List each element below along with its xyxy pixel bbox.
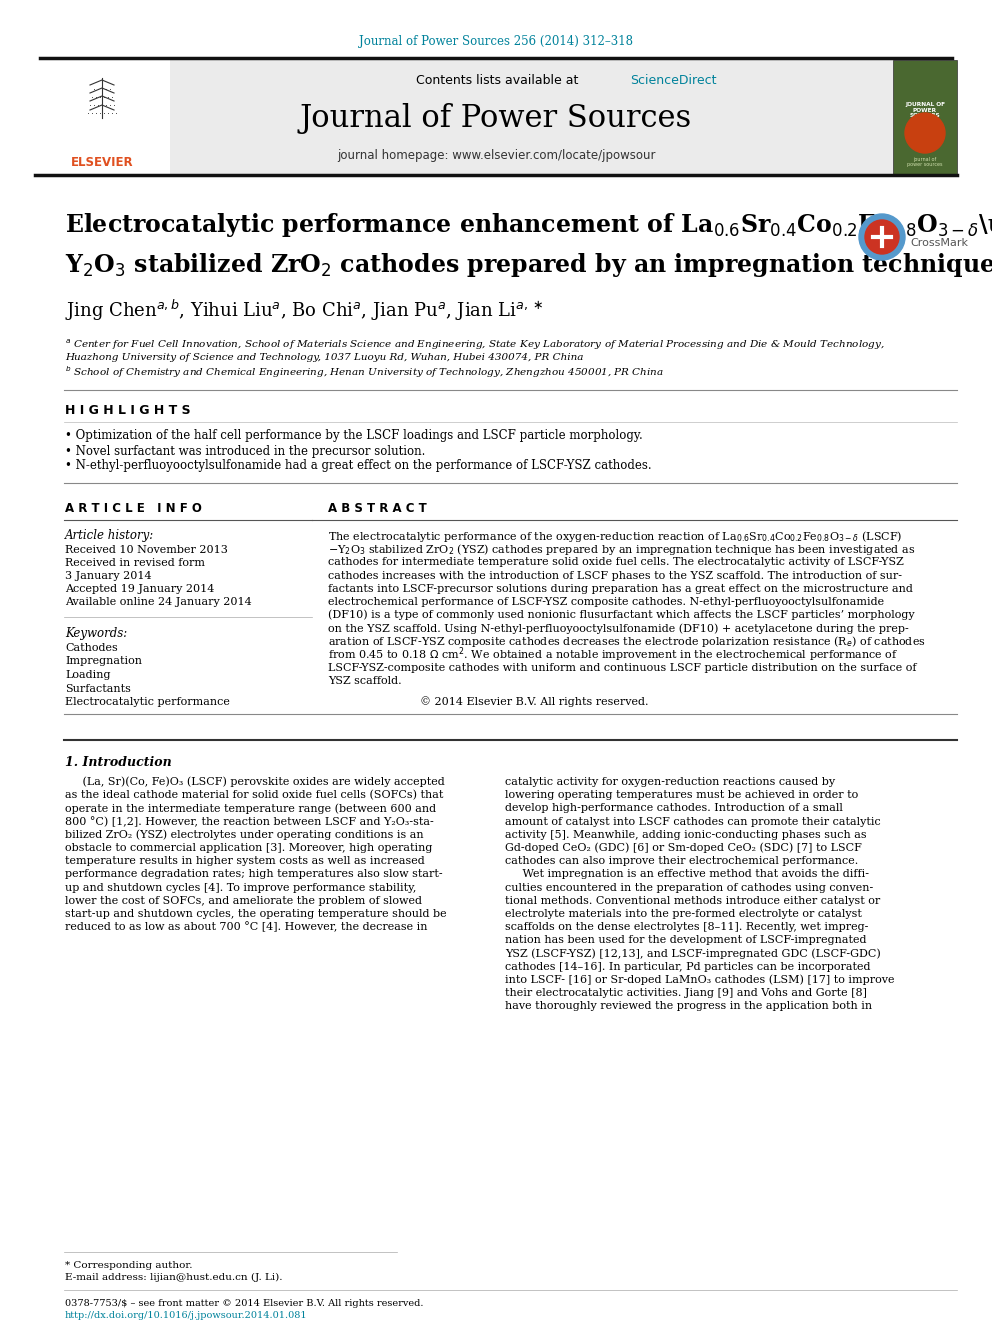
Text: into LSCF- [16] or Sr-doped LaMnO₃ cathodes (LSM) [17] to improve: into LSCF- [16] or Sr-doped LaMnO₃ catho… bbox=[505, 975, 895, 986]
Text: cathodes increases with the introduction of LSCF phases to the YSZ scaffold. The: cathodes increases with the introduction… bbox=[328, 570, 902, 581]
Text: Y$_2$O$_3$ stabilized ZrO$_2$ cathodes prepared by an impregnation technique: Y$_2$O$_3$ stabilized ZrO$_2$ cathodes p… bbox=[65, 251, 992, 279]
Text: lower the cost of SOFCs, and ameliorate the problem of slowed: lower the cost of SOFCs, and ameliorate … bbox=[65, 896, 422, 906]
Text: reduced to as low as about 700 °C [4]. However, the decrease in: reduced to as low as about 700 °C [4]. H… bbox=[65, 922, 428, 933]
Text: Journal of Power Sources: Journal of Power Sources bbox=[300, 102, 692, 134]
Text: Keywords:: Keywords: bbox=[65, 627, 127, 639]
Text: Received in revised form: Received in revised form bbox=[65, 558, 205, 568]
Text: Gd-doped CeO₂ (GDC) [6] or Sm-doped CeO₂ (SDC) [7] to LSCF: Gd-doped CeO₂ (GDC) [6] or Sm-doped CeO₂… bbox=[505, 843, 862, 853]
Text: Available online 24 January 2014: Available online 24 January 2014 bbox=[65, 597, 252, 607]
Text: E-mail address: lijian@hust.edu.cn (J. Li).: E-mail address: lijian@hust.edu.cn (J. L… bbox=[65, 1273, 283, 1282]
Text: tional methods. Conventional methods introduce either catalyst or: tional methods. Conventional methods int… bbox=[505, 896, 880, 906]
Text: Impregnation: Impregnation bbox=[65, 656, 142, 667]
Text: their electrocatalytic activities. Jiang [9] and Vohs and Gorte [8]: their electrocatalytic activities. Jiang… bbox=[505, 988, 867, 998]
Text: Wet impregnation is an effective method that avoids the diffi-: Wet impregnation is an effective method … bbox=[505, 869, 869, 880]
Circle shape bbox=[859, 214, 905, 261]
Text: catalytic activity for oxygen-reduction reactions caused by: catalytic activity for oxygen-reduction … bbox=[505, 777, 835, 787]
Text: • Novel surfactant was introduced in the precursor solution.: • Novel surfactant was introduced in the… bbox=[65, 445, 426, 458]
Text: $-$Y$_2$O$_3$ stabilized ZrO$_2$ (YSZ) cathodes prepared by an impregnation tech: $-$Y$_2$O$_3$ stabilized ZrO$_2$ (YSZ) c… bbox=[328, 541, 916, 557]
Text: Jing Chen$^{a,b}$, Yihui Liu$^{a}$, Bo Chi$^{a}$, Jian Pu$^{a}$, Jian Li$^{a,\as: Jing Chen$^{a,b}$, Yihui Liu$^{a}$, Bo C… bbox=[65, 298, 544, 323]
Text: start-up and shutdown cycles, the operating temperature should be: start-up and shutdown cycles, the operat… bbox=[65, 909, 446, 919]
Text: performance degradation rates; high temperatures also slow start-: performance degradation rates; high temp… bbox=[65, 869, 442, 880]
Text: from 0.45 to 0.18 $\Omega$ cm$^2$. We obtained a notable improvement in the elec: from 0.45 to 0.18 $\Omega$ cm$^2$. We ob… bbox=[328, 646, 899, 664]
Text: ScienceDirect: ScienceDirect bbox=[630, 74, 716, 86]
Text: scaffolds on the dense electrolytes [8–11]. Recently, wet impreg-: scaffolds on the dense electrolytes [8–1… bbox=[505, 922, 868, 933]
Text: electrolyte materials into the pre-formed electrolyte or catalyst: electrolyte materials into the pre-forme… bbox=[505, 909, 862, 919]
Circle shape bbox=[865, 220, 899, 254]
Text: Accepted 19 January 2014: Accepted 19 January 2014 bbox=[65, 583, 214, 594]
Text: journal homepage: www.elsevier.com/locate/jpowsour: journal homepage: www.elsevier.com/locat… bbox=[336, 148, 656, 161]
Text: $^{b}$ School of Chemistry and Chemical Engineering, Henan University of Technol: $^{b}$ School of Chemistry and Chemical … bbox=[65, 364, 664, 380]
Text: Article history:: Article history: bbox=[65, 529, 154, 542]
Text: H I G H L I G H T S: H I G H L I G H T S bbox=[65, 404, 190, 417]
Text: (DF10) is a type of commonly used nonionic flusurfactant which affects the LSCF : (DF10) is a type of commonly used nonion… bbox=[328, 610, 915, 620]
Text: bilized ZrO₂ (YSZ) electrolytes under operating conditions is an: bilized ZrO₂ (YSZ) electrolytes under op… bbox=[65, 830, 424, 840]
Text: JOURNAL OF
POWER
SOURCES: JOURNAL OF POWER SOURCES bbox=[905, 102, 945, 118]
Text: 0378-7753/$ – see front matter © 2014 Elsevier B.V. All rights reserved.: 0378-7753/$ – see front matter © 2014 El… bbox=[65, 1298, 424, 1307]
Text: YSZ (LSCF-YSZ) [12,13], and LSCF-impregnated GDC (LSCF-GDC): YSZ (LSCF-YSZ) [12,13], and LSCF-impregn… bbox=[505, 949, 881, 959]
Text: Contents lists available at: Contents lists available at bbox=[416, 74, 582, 86]
Text: amount of catalyst into LSCF cathodes can promote their catalytic: amount of catalyst into LSCF cathodes ca… bbox=[505, 816, 881, 827]
Text: operate in the intermediate temperature range (between 600 and: operate in the intermediate temperature … bbox=[65, 803, 436, 814]
Text: have thoroughly reviewed the progress in the application both in: have thoroughly reviewed the progress in… bbox=[505, 1002, 872, 1011]
Text: 800 °C) [1,2]. However, the reaction between LSCF and Y₂O₃-sta-: 800 °C) [1,2]. However, the reaction bet… bbox=[65, 816, 434, 827]
Text: Journal of Power Sources 256 (2014) 312–318: Journal of Power Sources 256 (2014) 312–… bbox=[359, 36, 633, 49]
Text: • N-ethyl-perfluoyooctylsulfonamide had a great effect on the performance of LSC: • N-ethyl-perfluoyooctylsulfonamide had … bbox=[65, 459, 652, 472]
Text: A R T I C L E   I N F O: A R T I C L E I N F O bbox=[65, 501, 202, 515]
Text: lowering operating temperatures must be achieved in order to: lowering operating temperatures must be … bbox=[505, 790, 858, 800]
Circle shape bbox=[905, 112, 945, 153]
Text: aration of LSCF-YSZ composite cathodes decreases the electrode polarization resi: aration of LSCF-YSZ composite cathodes d… bbox=[328, 634, 926, 650]
Text: Electrocatalytic performance enhancement of La$_{0.6}$Sr$_{0.4}$Co$_{0.2}$Fe$_{0: Electrocatalytic performance enhancement… bbox=[65, 210, 992, 239]
Text: on the YSZ scaffold. Using N-ethyl-perfluoyooctylsulfonamide (DF10) + acetylacet: on the YSZ scaffold. Using N-ethyl-perfl… bbox=[328, 623, 909, 634]
Text: 3 January 2014: 3 January 2014 bbox=[65, 572, 152, 581]
FancyBboxPatch shape bbox=[893, 60, 957, 175]
Text: Electrocatalytic performance: Electrocatalytic performance bbox=[65, 697, 230, 706]
Text: http://dx.doi.org/10.1016/j.jpowsour.2014.01.081: http://dx.doi.org/10.1016/j.jpowsour.201… bbox=[65, 1311, 308, 1319]
Text: Loading: Loading bbox=[65, 669, 110, 680]
Text: CrossMark: CrossMark bbox=[910, 238, 968, 247]
Text: * Corresponding author.: * Corresponding author. bbox=[65, 1261, 192, 1270]
Text: $^{a}$ Center for Fuel Cell Innovation, School of Materials Science and Engineer: $^{a}$ Center for Fuel Cell Innovation, … bbox=[65, 337, 885, 352]
Text: © 2014 Elsevier B.V. All rights reserved.: © 2014 Elsevier B.V. All rights reserved… bbox=[420, 697, 648, 708]
Text: LSCF-YSZ-composite cathodes with uniform and continuous LSCF particle distributi: LSCF-YSZ-composite cathodes with uniform… bbox=[328, 663, 917, 673]
Text: electrochemical performance of LSCF-YSZ composite cathodes. N-ethyl-perfluoyooct: electrochemical performance of LSCF-YSZ … bbox=[328, 597, 884, 607]
Text: temperature results in higher system costs as well as increased: temperature results in higher system cos… bbox=[65, 856, 425, 867]
Text: activity [5]. Meanwhile, adding ionic-conducting phases such as: activity [5]. Meanwhile, adding ionic-co… bbox=[505, 830, 867, 840]
FancyBboxPatch shape bbox=[35, 60, 170, 175]
Text: cathodes can also improve their electrochemical performance.: cathodes can also improve their electroc… bbox=[505, 856, 858, 867]
Text: YSZ scaffold.: YSZ scaffold. bbox=[328, 676, 402, 687]
Text: obstacle to commercial application [3]. Moreover, high operating: obstacle to commercial application [3]. … bbox=[65, 843, 433, 853]
FancyBboxPatch shape bbox=[35, 60, 957, 175]
Text: journal of
power sources: journal of power sources bbox=[908, 156, 942, 168]
Text: cathodes for intermediate temperature solid oxide fuel cells. The electrocatalyt: cathodes for intermediate temperature so… bbox=[328, 557, 904, 568]
Text: The electrocatalytic performance of the oxygen-reduction reaction of La$_{0.6}$S: The electrocatalytic performance of the … bbox=[328, 528, 903, 544]
Text: (La, Sr)(Co, Fe)O₃ (LSCF) perovskite oxides are widely accepted: (La, Sr)(Co, Fe)O₃ (LSCF) perovskite oxi… bbox=[65, 777, 444, 787]
Text: Cathodes: Cathodes bbox=[65, 643, 118, 654]
Text: • Optimization of the half cell performance by the LSCF loadings and LSCF partic: • Optimization of the half cell performa… bbox=[65, 430, 643, 442]
Text: A B S T R A C T: A B S T R A C T bbox=[328, 501, 427, 515]
Text: Huazhong University of Science and Technology, 1037 Luoyu Rd, Wuhan, Hubei 43007: Huazhong University of Science and Techn… bbox=[65, 353, 583, 363]
Text: culties encountered in the preparation of cathodes using conven-: culties encountered in the preparation o… bbox=[505, 882, 873, 893]
Text: develop high-performance cathodes. Introduction of a small: develop high-performance cathodes. Intro… bbox=[505, 803, 843, 814]
Text: up and shutdown cycles [4]. To improve performance stability,: up and shutdown cycles [4]. To improve p… bbox=[65, 882, 417, 893]
Text: Received 10 November 2013: Received 10 November 2013 bbox=[65, 545, 228, 556]
Text: factants into LSCF-precursor solutions during preparation has a great effect on : factants into LSCF-precursor solutions d… bbox=[328, 583, 913, 594]
Text: ELSEVIER: ELSEVIER bbox=[70, 156, 133, 168]
Text: Surfactants: Surfactants bbox=[65, 684, 131, 693]
Text: nation has been used for the development of LSCF-impregnated: nation has been used for the development… bbox=[505, 935, 866, 946]
Text: cathodes [14–16]. In particular, Pd particles can be incorporated: cathodes [14–16]. In particular, Pd part… bbox=[505, 962, 871, 972]
Text: 1. Introduction: 1. Introduction bbox=[65, 755, 172, 769]
Text: as the ideal cathode material for solid oxide fuel cells (SOFCs) that: as the ideal cathode material for solid … bbox=[65, 790, 443, 800]
